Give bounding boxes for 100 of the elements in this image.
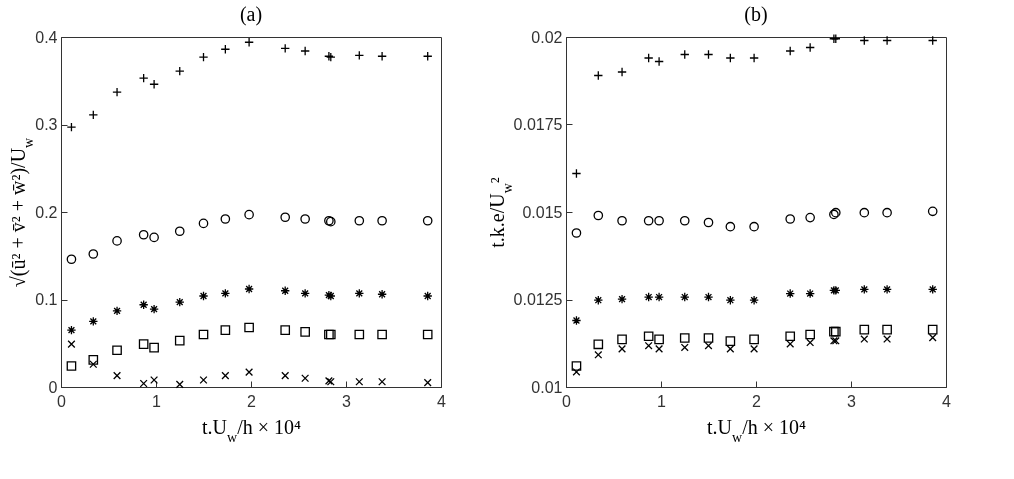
point: [280, 212, 291, 223]
x-tick-label: 3: [847, 392, 857, 410]
point: [67, 340, 76, 349]
point: [355, 377, 364, 386]
point: [280, 325, 291, 335]
point: [860, 335, 869, 344]
point: [785, 331, 796, 342]
point: [423, 378, 432, 387]
point: [139, 379, 148, 388]
point: [643, 215, 654, 226]
y-tick-label: 0.0175: [513, 116, 563, 133]
point: [750, 344, 759, 353]
point: [571, 315, 582, 326]
point: [725, 221, 736, 232]
y-tick-label: 0.02: [531, 28, 563, 46]
point: [422, 215, 433, 226]
point: [654, 215, 664, 226]
point: [354, 215, 365, 226]
point: [221, 371, 230, 380]
point: [66, 361, 77, 371]
point: [377, 329, 387, 340]
point: [594, 350, 603, 359]
point: [572, 367, 581, 376]
point: [174, 297, 185, 307]
point: [280, 285, 291, 296]
point: [220, 214, 231, 224]
point: [882, 207, 892, 218]
point: [301, 374, 310, 383]
point: [300, 288, 310, 299]
point: [138, 229, 149, 240]
y-tick-label: 0.01: [531, 378, 563, 396]
point: [859, 284, 870, 295]
point: [112, 236, 122, 246]
y-tick-label: 0.1: [35, 291, 58, 308]
point: [654, 334, 664, 345]
point: [220, 288, 231, 299]
point: [679, 292, 690, 302]
point: [644, 341, 653, 350]
point: [725, 295, 736, 306]
point: [281, 371, 290, 380]
point: [805, 288, 815, 299]
point: [882, 284, 892, 295]
point: [785, 288, 796, 299]
point: [928, 333, 937, 342]
point: [377, 215, 387, 226]
point: [883, 335, 892, 344]
point: [617, 294, 627, 304]
y-tick-label: 0.3: [35, 116, 58, 133]
point: [220, 325, 231, 335]
point: [643, 331, 654, 342]
point: [618, 344, 627, 353]
point: [138, 339, 149, 349]
point: [927, 206, 938, 217]
point: [805, 212, 815, 223]
point: [703, 217, 714, 228]
point: [112, 345, 122, 356]
point: [149, 232, 159, 243]
point: [88, 316, 99, 327]
point: [300, 327, 310, 337]
point: [593, 210, 604, 221]
point: [138, 299, 149, 310]
point: [643, 292, 654, 302]
y-tick-label: 0.2: [35, 203, 58, 221]
point: [149, 342, 159, 353]
point: [679, 333, 690, 343]
point: [198, 218, 209, 229]
x-tick-label: 1: [152, 392, 162, 410]
point: [175, 380, 184, 389]
point: [805, 329, 815, 340]
point: [174, 335, 185, 346]
x-tick-label: 2: [752, 392, 762, 410]
x-tick-label: 4: [942, 392, 952, 410]
point: [199, 376, 208, 384]
x-tick-label: 4: [437, 392, 447, 410]
point: [88, 355, 99, 365]
point: [66, 325, 77, 335]
point: [725, 336, 736, 346]
point: [198, 291, 209, 301]
point: [354, 288, 365, 299]
y-tick-label: 0: [48, 378, 58, 396]
point: [112, 306, 122, 316]
chart-title: (a): [239, 3, 263, 26]
x-tick-label: 1: [657, 392, 667, 410]
point: [422, 329, 433, 340]
point: [882, 324, 892, 335]
x-tick-label: 2: [247, 392, 257, 410]
y-tick-label: 0.015: [522, 203, 563, 221]
point: [377, 289, 387, 300]
point: [749, 334, 759, 345]
point: [198, 329, 209, 340]
point: [300, 214, 310, 224]
point: [571, 228, 582, 238]
point: [244, 209, 254, 220]
x-axis-title: t.U$_{w}$/h × 10⁴: [202, 415, 301, 444]
point: [422, 291, 433, 301]
y-tick-label: 0.4: [35, 28, 58, 46]
point: [749, 295, 759, 306]
point: [150, 376, 159, 384]
point: [806, 338, 815, 347]
point: [571, 361, 582, 371]
